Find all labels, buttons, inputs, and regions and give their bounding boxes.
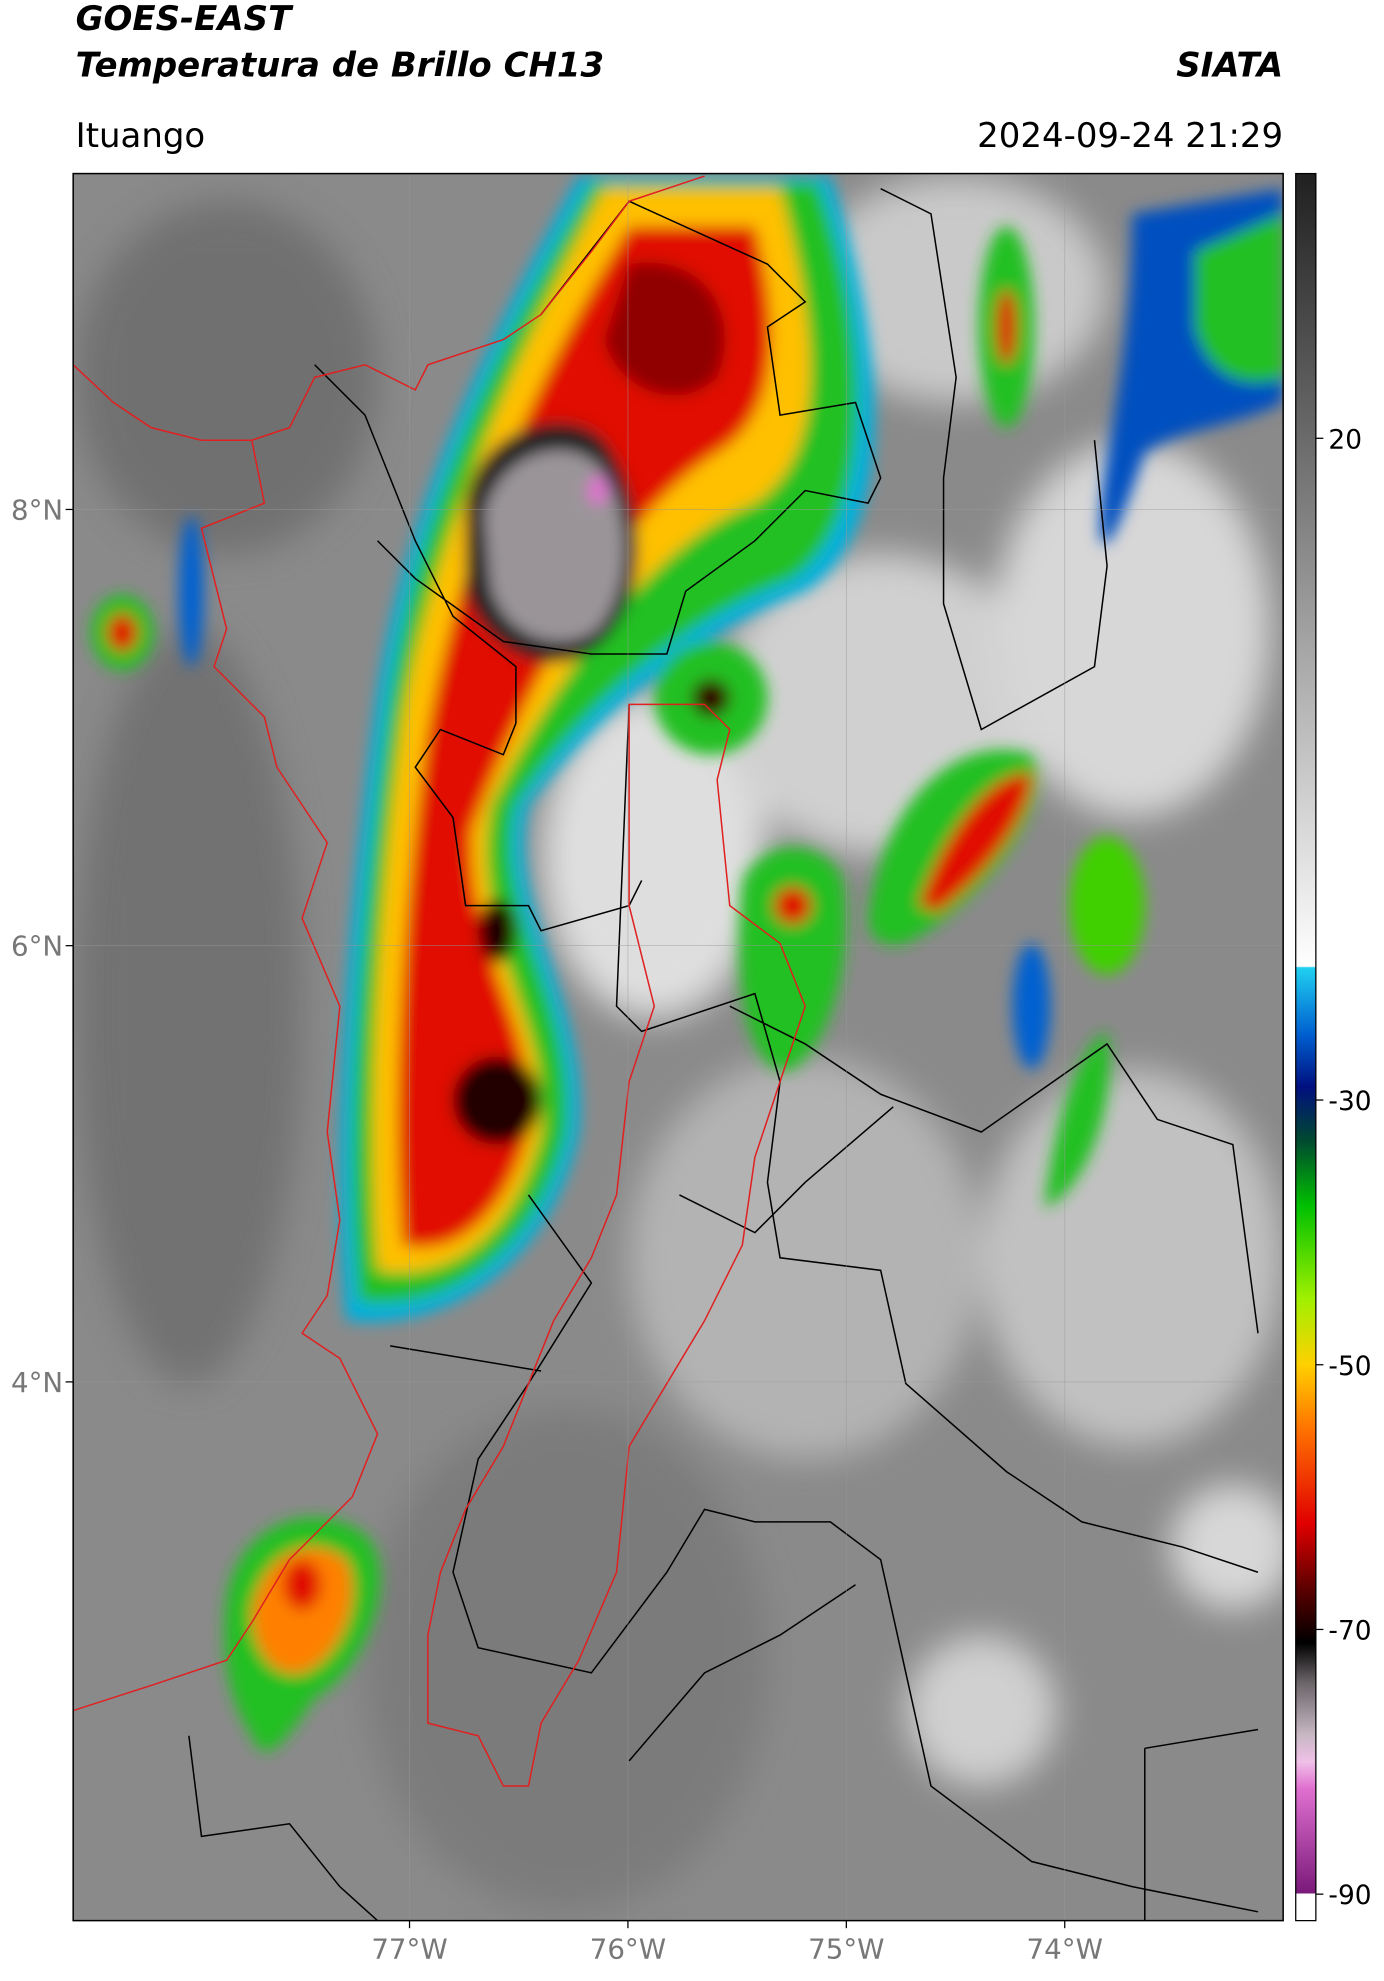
x-tick-label: 76°W (590, 1932, 666, 1965)
colorbar-label: 20 (1328, 424, 1362, 455)
colorbar-label: -30 (1328, 1086, 1371, 1117)
colorbar (1295, 172, 1317, 1922)
y-tick-label: 4°N (11, 1366, 63, 1399)
map-frame (72, 172, 1284, 1922)
y-tick-label: 6°N (11, 930, 63, 963)
colorbar-label: -90 (1328, 1880, 1371, 1911)
subtitle: Temperatura de Brillo CH13 (76, 46, 604, 86)
title: GOES-EAST (76, 0, 294, 39)
colorbar-label: -50 (1328, 1351, 1371, 1382)
graticule (73, 173, 1284, 1921)
datetime: 2024-09-24 21:29 (977, 116, 1283, 156)
satellite-image (73, 173, 1284, 1921)
x-tick-label: 77°W (371, 1932, 447, 1965)
x-tick-label: 75°W (808, 1932, 884, 1965)
x-tick-label: 74°W (1027, 1932, 1103, 1965)
y-tick-label: 8°N (11, 494, 63, 527)
colorbar-label: -70 (1328, 1616, 1371, 1647)
source: SIATA (1176, 46, 1283, 86)
location: Ituango (76, 116, 206, 156)
axes: 77°W 76°W 75°W 74°W 8°N 6°N 4°N 20 -30 -50 -70 -90 (11, 424, 1372, 1965)
